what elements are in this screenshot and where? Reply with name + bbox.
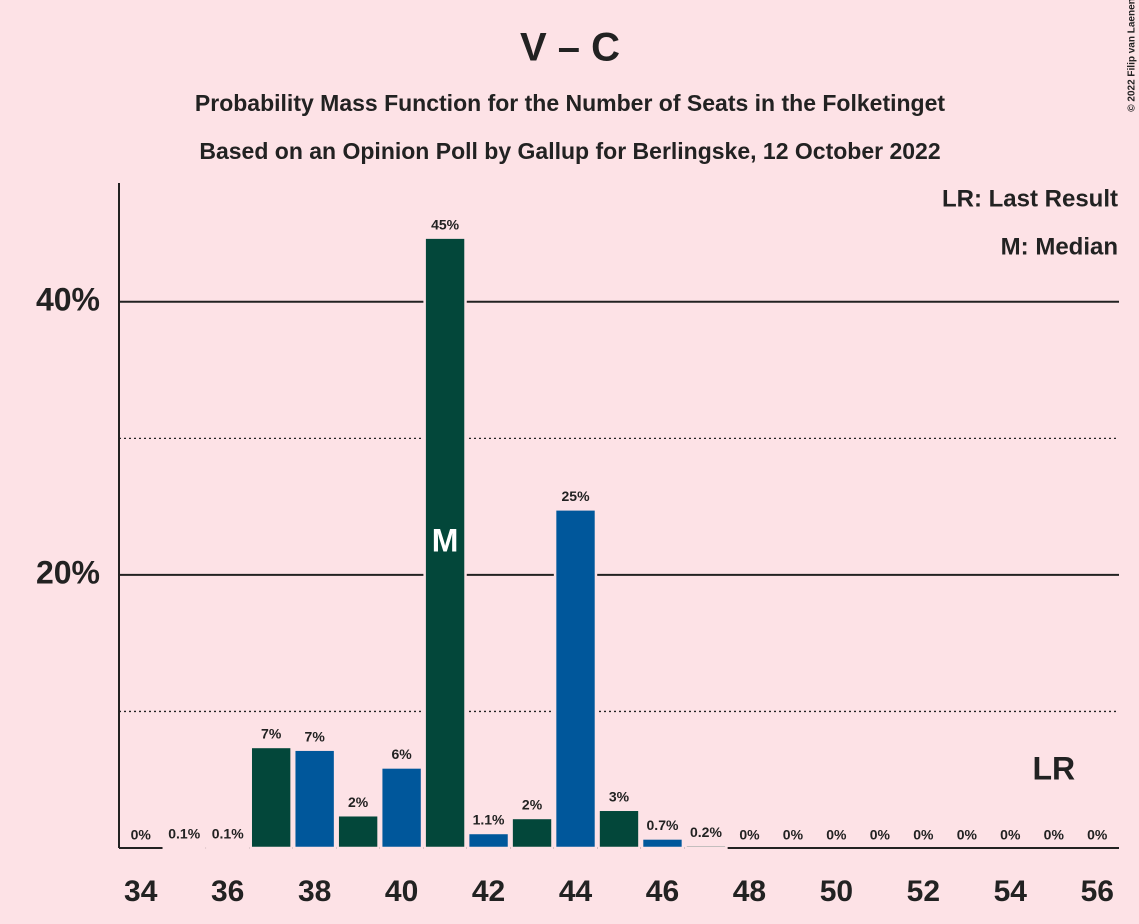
bar — [336, 813, 380, 850]
value-label: 7% — [305, 728, 326, 744]
median-marker: M — [432, 522, 459, 558]
value-label: 0% — [957, 827, 978, 843]
bar — [510, 816, 554, 850]
legend-entry: M: Median — [1001, 233, 1118, 260]
value-label: 2% — [522, 797, 543, 813]
value-label: 0% — [1044, 827, 1065, 843]
value-label: 0% — [131, 827, 152, 843]
value-label: 45% — [431, 216, 460, 232]
legend-entry: LR: Last Result — [942, 185, 1118, 212]
y-tick-label: 20% — [36, 554, 100, 590]
value-label: 0% — [739, 827, 760, 843]
x-tick-label: 34 — [124, 875, 158, 908]
x-tick-label: 48 — [733, 875, 766, 908]
value-label: 0% — [783, 827, 804, 843]
bar — [206, 845, 250, 850]
value-label: 25% — [562, 488, 591, 504]
value-label: 3% — [609, 788, 630, 804]
last-result-marker: LR — [1032, 750, 1075, 786]
credit: © 2022 Filip van Laenen — [1127, 0, 1138, 112]
value-label: 7% — [261, 726, 282, 742]
value-label: 6% — [391, 746, 412, 762]
x-tick-label: 50 — [820, 875, 853, 908]
bar — [423, 236, 467, 850]
x-tick-label: 36 — [211, 875, 244, 908]
bar — [597, 808, 641, 850]
value-label: 0% — [1087, 827, 1108, 843]
x-tick-label: 52 — [907, 875, 940, 908]
bar — [553, 508, 598, 850]
bar — [249, 745, 293, 850]
value-label: 0% — [826, 827, 847, 843]
subtitle: Based on an Opinion Poll by Gallup for B… — [199, 138, 940, 164]
value-label: 0% — [870, 827, 891, 843]
x-tick-label: 56 — [1081, 875, 1114, 908]
bar — [292, 748, 337, 850]
x-tick-label: 44 — [559, 875, 593, 908]
value-label: 0% — [1000, 827, 1021, 843]
x-tick-label: 38 — [298, 875, 331, 908]
value-label: 0.1% — [212, 825, 244, 841]
bar — [684, 844, 728, 850]
value-label: 1.1% — [473, 812, 505, 828]
x-tick-label: 40 — [385, 875, 418, 908]
bar — [379, 766, 424, 850]
subtitle: Probability Mass Function for the Number… — [195, 90, 945, 116]
value-label: 2% — [348, 794, 369, 810]
y-tick-label: 40% — [36, 281, 100, 317]
value-label: 0.7% — [647, 817, 679, 833]
x-tick-label: 54 — [994, 875, 1028, 908]
chart-title: V – C — [520, 26, 620, 70]
x-tick-label: 42 — [472, 875, 505, 908]
bar — [466, 831, 511, 850]
value-label: 0% — [913, 827, 934, 843]
value-label: 0.2% — [690, 824, 722, 840]
value-label: 0.1% — [168, 825, 200, 841]
bar — [640, 837, 685, 850]
x-tick-label: 46 — [646, 875, 679, 908]
bar — [162, 845, 206, 850]
